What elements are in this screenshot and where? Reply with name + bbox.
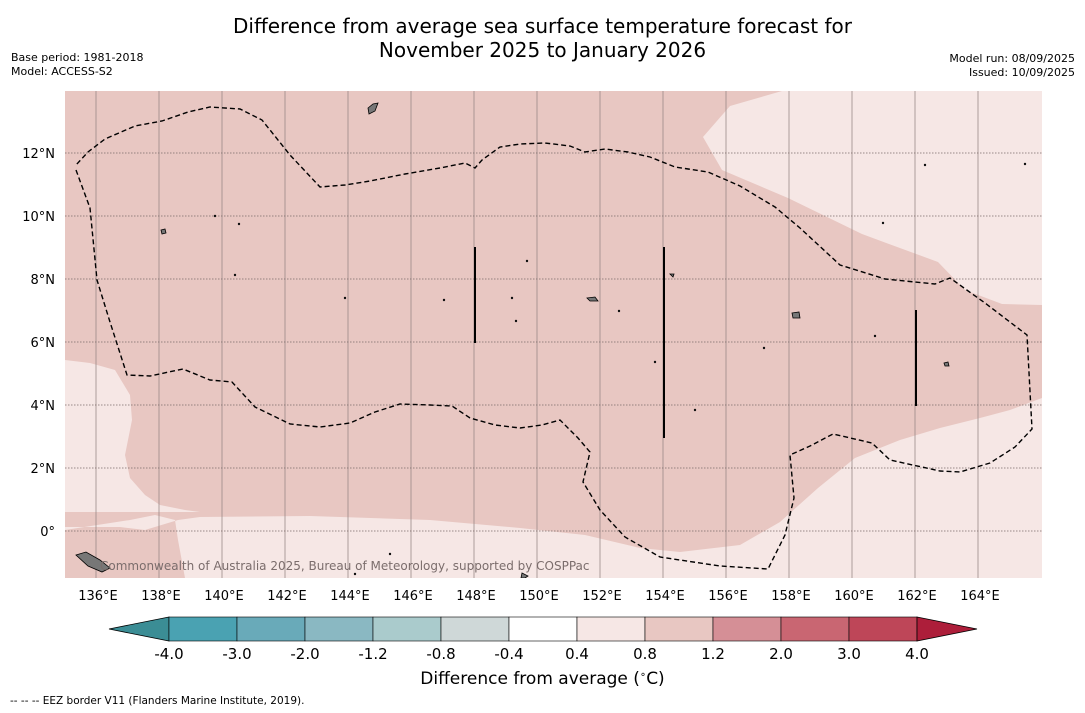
colorbar-tick-label: 0.8 [633, 645, 657, 663]
islands [75, 102, 1027, 578]
colorbar-segment [440, 616, 510, 642]
lon-label: 138°E [141, 589, 181, 604]
colorbar-segment [236, 616, 306, 642]
lon-label: 156°E [708, 589, 748, 604]
model-name: Model: ACCESS-S2 [11, 65, 113, 78]
colorbar-segment [168, 616, 238, 642]
lat-label: 6°N [31, 336, 56, 351]
colorbar-tick-label: 2.0 [769, 645, 793, 663]
longitude-labels: 136°E 138°E 140°E 142°E 144°E 146°E 148°… [78, 589, 1000, 604]
colorbar-segment [644, 616, 714, 642]
lon-label: 162°E [897, 589, 937, 604]
colorbar-tick-label: 4.0 [905, 645, 929, 663]
base-period: Base period: 1981-2018 [11, 51, 144, 64]
lon-label: 136°E [78, 589, 118, 604]
lat-label: 8°N [31, 273, 56, 288]
lon-label: 142°E [267, 589, 307, 604]
lon-label: 150°E [519, 589, 559, 604]
map-title-line1: Difference from average sea surface temp… [232, 14, 852, 38]
latitude-labels: 12°N 10°N 8°N 6°N 4°N 2°N 0° [22, 147, 55, 540]
anomaly-band-main [65, 91, 1042, 578]
colorbar-tick-label: 0.4 [565, 645, 589, 663]
lon-label: 144°E [330, 589, 370, 604]
colorbar-tick-label: -4.0 [154, 645, 183, 663]
copyright-watermark: Commonwealth of Australia 2025, Bureau o… [100, 559, 590, 573]
model-run: Model run: 08/09/2025 [949, 52, 1075, 65]
lon-label: 154°E [645, 589, 685, 604]
colorbar-title-text: Difference from average ( [420, 669, 640, 689]
lat-label: 12°N [22, 147, 55, 162]
eez-boundary-lines [474, 247, 917, 438]
colorbar-tick-label: -1.2 [358, 645, 387, 663]
lon-label: 158°E [771, 589, 811, 604]
colorbar-segment [780, 616, 850, 642]
eez-border [75, 106, 1033, 570]
lat-label: 4°N [31, 399, 56, 414]
lon-label: 164°E [960, 589, 1000, 604]
lat-label: 10°N [22, 210, 55, 225]
eez-footnote: -- -- -- EEZ border V11 (Flanders Marine… [10, 695, 305, 707]
colorbar-tick-label: 3.0 [837, 645, 861, 663]
colorbar-tick-label: 1.2 [701, 645, 725, 663]
colorbar-tick-label: -2.0 [290, 645, 319, 663]
colorbar-segment [576, 616, 646, 642]
colorbar-tick-label: -0.8 [426, 645, 455, 663]
lon-label: 160°E [834, 589, 874, 604]
colorbar-segment [848, 616, 918, 642]
lat-label: 2°N [31, 462, 56, 477]
colorbar-title-unit: C) [646, 669, 665, 689]
lon-label: 148°E [456, 589, 496, 604]
colorbar-arrow-high [916, 616, 978, 642]
longitude-grid [95, 91, 979, 578]
latitude-grid [65, 152, 1042, 532]
lon-label: 146°E [393, 589, 433, 604]
colorbar-arrow-low [108, 616, 170, 642]
lon-label: 152°E [582, 589, 622, 604]
colorbar-tick-label: -3.0 [222, 645, 251, 663]
colorbar: -4.0 -3.0 -2.0 -1.2 -0.8 -0.4 0.4 0.8 1.2 2.0 3.0 4… [108, 616, 978, 663]
lat-label: 0° [40, 525, 55, 540]
colorbar-segment [304, 616, 374, 642]
map-title-line2: November 2025 to January 2026 [378, 38, 707, 62]
lon-label: 140°E [204, 589, 244, 604]
colorbar-title: Difference from average (∘C) [420, 669, 665, 689]
colorbar-segment [712, 616, 782, 642]
issued-date: Issued: 10/09/2025 [968, 66, 1075, 79]
colorbar-segment [508, 616, 578, 642]
colorbar-segment [372, 616, 442, 642]
map-area: Commonwealth of Australia 2025, Bureau o… [65, 91, 1042, 578]
colorbar-tick-label: -0.4 [494, 645, 523, 663]
